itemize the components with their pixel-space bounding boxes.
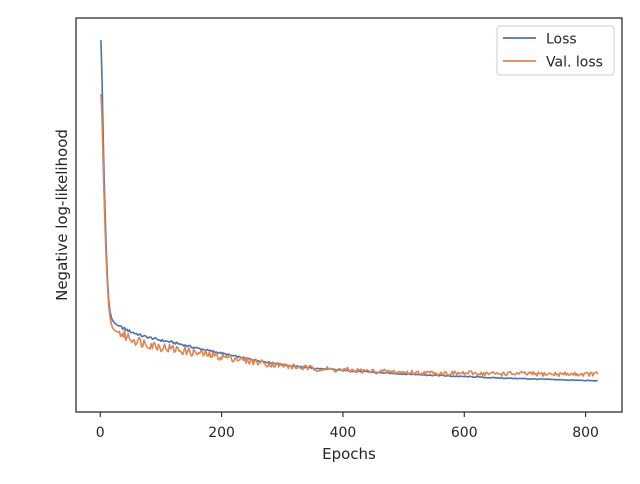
legend: Loss Val. loss — [496, 25, 615, 76]
x-tick-label: 200 — [208, 425, 235, 441]
x-tick-label: 400 — [330, 425, 357, 441]
x-axis-label: Epochs — [322, 445, 376, 463]
series-line-val-loss — [100, 93, 599, 378]
legend-label-loss: Loss — [546, 32, 577, 48]
series-line-loss — [100, 40, 598, 382]
x-tick-label: 800 — [572, 425, 599, 441]
x-tick-label: 0 — [96, 425, 105, 441]
plot-area-frame — [75, 17, 623, 413]
series-layer — [100, 40, 599, 382]
x-tick-label: 600 — [451, 425, 478, 441]
legend-label-val-loss: Val. loss — [546, 55, 603, 71]
y-axis-label: Negative log-likelihood — [53, 129, 71, 301]
x-axis-ticks: 0 200 400 600 800 — [96, 412, 599, 441]
